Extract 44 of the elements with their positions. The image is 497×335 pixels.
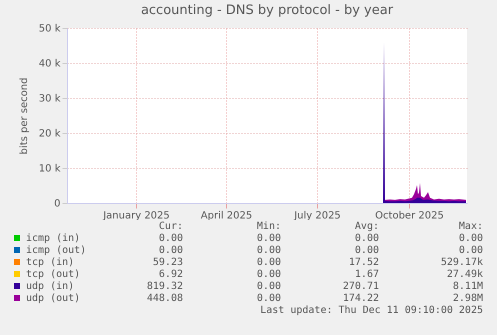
- text: 17.52: [348, 257, 379, 269]
- text: 6.92: [158, 269, 183, 281]
- text: Last update: Thu Dec 11 09:10:00 2025: [260, 305, 483, 317]
- y-tick-label: 20 k: [38, 128, 61, 140]
- text: 0.00: [458, 233, 483, 245]
- legend-label: icmp (out): [26, 245, 86, 257]
- y-tick-label: 40 k: [38, 58, 61, 70]
- text: 27.49k: [446, 269, 483, 281]
- text: 0.00: [158, 233, 183, 245]
- text: 0.00: [256, 281, 281, 293]
- text: 0.00: [256, 293, 281, 305]
- legend-label: udp (out): [26, 293, 80, 305]
- legend-label: icmp (in): [26, 233, 80, 245]
- legend-label: tcp (in): [26, 257, 74, 269]
- y-tick-label: 50 k: [38, 24, 61, 34]
- text: Avg:: [354, 221, 379, 233]
- text: 0.00: [256, 245, 281, 257]
- text: 0.00: [458, 245, 483, 257]
- text: 0.00: [354, 245, 379, 257]
- text: 0.00: [354, 233, 379, 245]
- x-tick-label: October 2025: [375, 210, 444, 222]
- chart-title: accounting - DNS by protocol - by year: [140, 3, 394, 18]
- legend-label: udp (in): [26, 281, 74, 293]
- y-tick-label: 10 k: [38, 164, 61, 174]
- y-tick-label: 0: [54, 198, 60, 210]
- text: 270.71: [342, 281, 379, 293]
- text: 2.98M: [452, 293, 483, 305]
- text: 174.22: [342, 293, 379, 305]
- legend-label: tcp (out): [26, 269, 80, 281]
- text: 0.00: [256, 257, 281, 269]
- text: Max:: [458, 221, 483, 233]
- text: 0.00: [256, 269, 281, 281]
- text: 819.32: [146, 281, 183, 293]
- y-tick-label: 30 k: [38, 94, 61, 104]
- text: 59.23: [152, 257, 183, 269]
- text: 8.11M: [452, 281, 483, 293]
- text: 529.17k: [440, 257, 483, 269]
- text: Cur:: [158, 221, 183, 233]
- text: Min:: [256, 221, 281, 233]
- y-axis-title: bits per second: [18, 78, 30, 154]
- text: 0.00: [256, 233, 281, 245]
- text: 0.00: [158, 245, 183, 257]
- text: 1.67: [354, 269, 379, 281]
- text: 448.08: [146, 293, 183, 305]
